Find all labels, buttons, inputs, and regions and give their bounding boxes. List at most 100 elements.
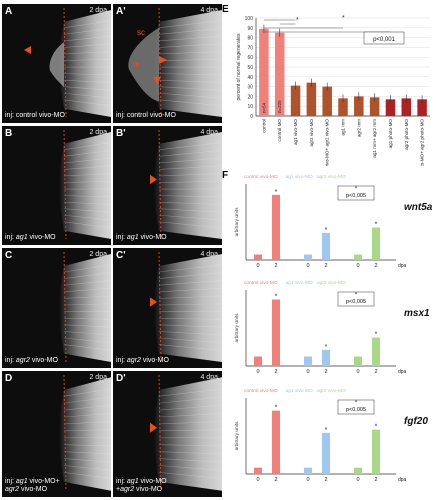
fin-ray (158, 264, 222, 273)
fin-ray (63, 79, 111, 83)
panel-letter: C' (116, 250, 126, 261)
fin-ray (158, 317, 222, 320)
panel-letter: A' (116, 6, 126, 17)
fin-ray (158, 472, 222, 479)
x-tick-label: 0 (256, 263, 259, 269)
significance-star: * (275, 189, 278, 196)
significance-star: * (342, 15, 345, 22)
panel-letter: C (5, 250, 13, 261)
p-value-box (363, 31, 405, 45)
bar (306, 82, 317, 116)
bar (417, 99, 427, 116)
legend-entry: agr2 vivo-MO (317, 174, 346, 180)
x-tick-label: 0 (356, 263, 359, 269)
injection-label: inj: control vivo-MO (116, 112, 176, 119)
injection-label: inj: control vivo-MO (5, 112, 65, 119)
panel-a: A 2 dpa inj: control vivo-MO (2, 4, 111, 123)
fin-ray (158, 388, 222, 397)
fin-ray (63, 458, 111, 463)
x-tick-label: ag1 mm (341, 119, 346, 136)
bar (354, 96, 364, 116)
fin-ray (158, 303, 222, 306)
fin-ray (158, 99, 222, 107)
y-tick-label: 70 (247, 45, 253, 51)
x-tick-label: 0 (256, 477, 259, 483)
fin-ray (158, 20, 222, 29)
fin-ray (63, 86, 111, 91)
fin-ray (158, 150, 222, 157)
bar (274, 32, 285, 117)
m-label: m (133, 60, 140, 69)
fin-ray (63, 208, 111, 213)
bar (259, 28, 269, 117)
y-tick-label: 40 (247, 75, 253, 81)
fin-ray (63, 280, 111, 286)
p-value-text: p<0,005 (346, 299, 366, 305)
fin-ray (158, 295, 222, 299)
fin-ray (63, 404, 111, 411)
x-tick-label: 2 (374, 477, 377, 483)
bar (322, 232, 330, 260)
fin-image (59, 251, 111, 363)
p-value-star: * (355, 401, 358, 407)
arrowhead-icon (150, 297, 157, 307)
bar (254, 356, 262, 366)
y-axis-label: arbitrary units (234, 207, 240, 237)
y-tick-label: 0 (250, 114, 253, 120)
x-tick-label: 0 (306, 263, 309, 269)
fin-ray (63, 421, 111, 425)
fin-image (24, 7, 111, 118)
x-tick-label: 0 (356, 477, 359, 483)
panel-e-chart: 0 10 20 30 40 50 60 70 80 90 100 percent of normal … (236, 15, 430, 166)
bar (290, 85, 301, 116)
bar (254, 467, 262, 474)
fin-ray (63, 413, 111, 418)
arrowhead-icon (150, 174, 157, 185)
fin-ray (158, 142, 222, 151)
x-tick-label: 2 (274, 369, 277, 375)
fin-tissue (59, 377, 111, 491)
fin-ray (63, 451, 111, 455)
panel-e-label: E (222, 4, 229, 15)
injection-label: inj: agr2 vivo-MO (5, 357, 58, 364)
fin-ray (63, 388, 111, 397)
injection-label: inj: ag1 vivo-MO+agr2 vivo-MO (116, 478, 167, 493)
panel-letter: B' (116, 128, 126, 139)
x-tick-label: agr2 photo-MO (404, 119, 409, 150)
fin-ray (63, 157, 111, 164)
panel-c-prime: C' 4 dpa inj: agr2 vivo-MO (113, 248, 222, 368)
fin-ray (158, 465, 222, 471)
significance-star: * (325, 344, 328, 351)
fin-ray (158, 79, 222, 83)
fin-ray (158, 35, 222, 42)
arrowhead-icon (159, 56, 167, 64)
dpa-label: 4 dpa (200, 7, 218, 14)
fin-ray (63, 173, 111, 177)
fin-ray (158, 181, 222, 183)
fin-ray (63, 20, 111, 29)
panel-d: D 2 dpa inj: ag1 vivo-MO+ agr2 vivo-MO (2, 371, 111, 497)
dpa-axis-label: dpa (398, 369, 407, 375)
fin-ray (158, 324, 222, 328)
x-tick-label: agr2 mm (356, 119, 361, 137)
bar (372, 429, 380, 474)
gene-label: msx1 (404, 308, 430, 319)
fin-ray (158, 429, 222, 432)
fin-ray (158, 413, 222, 418)
fin-ray (63, 331, 111, 336)
fin-ray (158, 86, 222, 91)
x-tick-label: agr2 vivo-MO (309, 119, 314, 147)
fin-ray (63, 201, 111, 205)
injection-label: inj: ag1 vivo-MO (5, 234, 56, 241)
injection-label: inj: ag1 vivo-MO+agr2 vivo-MO (5, 478, 60, 493)
fin-ray (63, 429, 111, 432)
x-tick-label: control MO (277, 119, 282, 142)
fin-image (150, 251, 222, 363)
x-tick-label: 2 (374, 369, 377, 375)
panel-d-prime: D' 4 dpa inj: ag1 vivo-MO +agr2 vivo-MO (113, 371, 222, 497)
y-tick-label: 60 (247, 55, 253, 61)
fin-ray (63, 324, 111, 328)
fin-ray (63, 142, 111, 151)
bar (272, 410, 280, 474)
dpa-label: 2 dpa (89, 129, 107, 136)
